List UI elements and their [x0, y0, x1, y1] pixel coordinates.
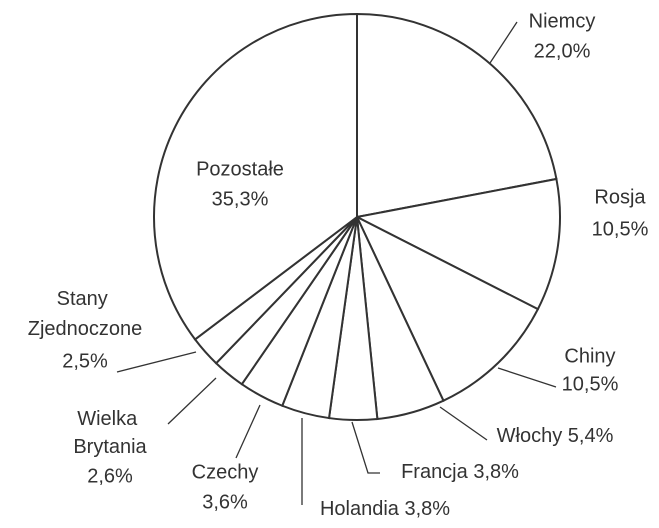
slice: [356, 12, 558, 219]
category-label: Wielka Brytania: [73, 408, 147, 458]
value-label: 10,5%: [562, 373, 619, 395]
slice-label: Francja 3,8%: [401, 461, 519, 483]
slice: [153, 12, 358, 341]
category-label: Chiny: [564, 345, 615, 367]
value-label: 3,6%: [202, 491, 248, 513]
category-label: Włochy: [497, 425, 563, 447]
value-label: 10,5%: [592, 218, 649, 240]
leader-line: [167, 377, 217, 425]
category-label: Stany Zjednoczone: [28, 288, 143, 340]
category-label: Rosja: [594, 186, 646, 208]
leader-line: [116, 351, 197, 373]
leader-line: [351, 421, 380, 474]
category-label: Niemcy: [529, 10, 596, 32]
value-label: 3,8%: [468, 461, 519, 483]
value-label: 22,0%: [534, 40, 591, 62]
value-label: 35,3%: [212, 188, 269, 210]
leader-line: [235, 404, 261, 459]
leader-line: [497, 367, 557, 388]
slice-label: Holandia 3,8%: [320, 498, 450, 520]
value-label: 2,5%: [62, 350, 108, 372]
leader-line: [489, 21, 518, 64]
category-label: Francja: [401, 461, 469, 483]
category-label: Pozostałe: [196, 158, 284, 180]
leader-line: [439, 406, 488, 441]
category-label: Holandia: [320, 498, 400, 520]
slice: [354, 214, 540, 403]
value-label: 3,8%: [399, 498, 450, 520]
value-label: 5,4%: [562, 425, 613, 447]
slice: [353, 177, 561, 311]
value-label: 2,6%: [87, 465, 133, 487]
category-label: Czechy: [192, 461, 259, 483]
slice-label: Włochy 5,4%: [497, 425, 614, 447]
